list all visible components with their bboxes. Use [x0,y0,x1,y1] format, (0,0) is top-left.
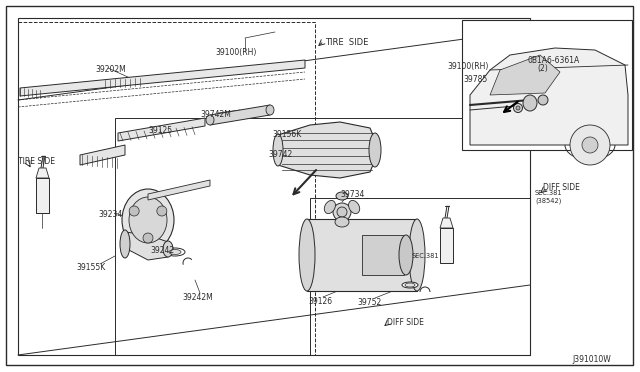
Text: 39785: 39785 [463,75,487,84]
Text: 39234: 39234 [98,210,122,219]
Text: TIRE  SIDE: TIRE SIDE [325,38,369,47]
Circle shape [143,233,153,243]
Ellipse shape [324,201,335,214]
Bar [36,178,49,213]
Polygon shape [18,18,530,355]
Polygon shape [118,118,205,141]
Ellipse shape [122,189,174,251]
Ellipse shape [516,106,520,110]
Bar [462,20,632,150]
Text: 39752: 39752 [357,298,381,307]
Circle shape [129,206,139,216]
Text: 39242M: 39242M [182,293,212,302]
Polygon shape [20,60,305,96]
Text: 39156K: 39156K [272,130,301,139]
Text: 39155K: 39155K [76,263,105,272]
Ellipse shape [266,105,274,115]
Ellipse shape [273,134,283,166]
Ellipse shape [523,95,537,111]
Ellipse shape [369,133,381,167]
Text: DIFF SIDE: DIFF SIDE [387,318,424,327]
Ellipse shape [402,282,418,288]
Text: 39100(RH): 39100(RH) [447,62,488,71]
Text: 39742: 39742 [268,150,292,159]
Text: (2): (2) [537,64,548,73]
Ellipse shape [513,103,522,112]
Ellipse shape [129,197,167,243]
Polygon shape [210,105,270,125]
Text: 39742M: 39742M [200,110,231,119]
Ellipse shape [299,219,315,291]
Text: TIRE SIDE: TIRE SIDE [18,157,55,166]
Text: 39100(RH): 39100(RH) [215,48,257,57]
Polygon shape [440,218,453,228]
Circle shape [157,206,167,216]
Ellipse shape [336,192,348,200]
Ellipse shape [399,235,413,275]
Text: 0B1A6-6361A: 0B1A6-6361A [528,56,580,65]
Ellipse shape [274,146,282,158]
Bar [307,219,417,291]
Ellipse shape [165,248,185,256]
Polygon shape [470,48,628,145]
Polygon shape [125,232,168,260]
Ellipse shape [276,148,280,156]
Text: J391010W: J391010W [572,355,611,364]
Ellipse shape [206,115,214,125]
Text: SEC.381: SEC.381 [412,253,440,259]
Ellipse shape [120,230,130,258]
Circle shape [538,95,548,105]
Text: 39734: 39734 [340,190,364,199]
Text: 39126: 39126 [308,297,332,306]
Ellipse shape [349,201,360,214]
Polygon shape [36,168,49,178]
Ellipse shape [405,283,415,287]
Circle shape [570,125,610,165]
Ellipse shape [335,217,349,227]
Text: 39202M: 39202M [95,65,125,74]
Text: (38542): (38542) [535,198,561,205]
Circle shape [582,137,598,153]
Text: DIFF SIDE: DIFF SIDE [543,183,580,192]
Text: 39125: 39125 [148,126,172,135]
Polygon shape [278,122,375,178]
Text: SEC.381: SEC.381 [535,190,563,196]
Ellipse shape [169,250,181,254]
Ellipse shape [333,203,351,221]
Polygon shape [490,55,560,95]
Bar [440,228,453,263]
Ellipse shape [409,219,425,291]
Text: 39242: 39242 [150,246,174,255]
Ellipse shape [337,207,347,217]
Ellipse shape [163,241,173,257]
Polygon shape [80,145,125,165]
Polygon shape [148,180,210,200]
Bar [362,235,404,275]
